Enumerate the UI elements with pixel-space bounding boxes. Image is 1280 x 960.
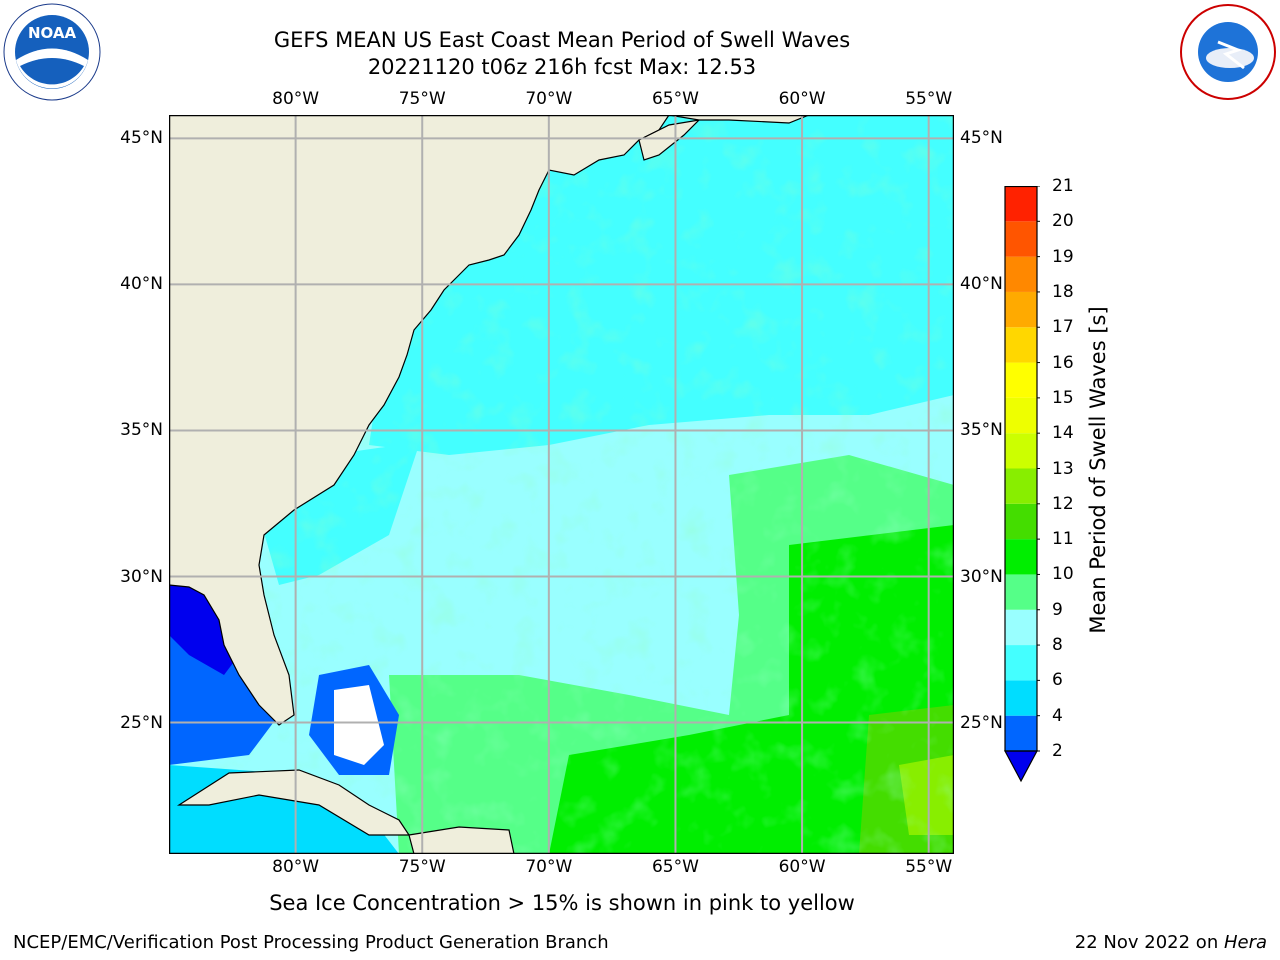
colorbar-level-label: 10 <box>1052 564 1074 585</box>
sea-ice-caption: Sea Ice Concentration > 15% is shown in … <box>269 891 855 915</box>
footer-date: 22 Nov 2022 on Hera <box>1075 932 1267 953</box>
chart-subtitle: 20221120 t06z 216h fcst Max: 12.53 <box>367 55 757 79</box>
footer-date-text: 22 Nov 2022 on <box>1074 932 1224 953</box>
noaa-logo: NOAA <box>3 3 101 101</box>
colorbar-segment <box>1005 539 1037 575</box>
colorbar-level-label: 18 <box>1052 281 1074 302</box>
colorbar-segment <box>1005 574 1037 610</box>
lon-tick-bottom: 60°W <box>778 857 826 877</box>
colorbar-segment <box>1005 362 1037 398</box>
lon-tick-top: 75°W <box>398 89 446 109</box>
lon-tick-bottom: 65°W <box>651 857 699 877</box>
lat-tick-left: 35°N <box>120 420 163 441</box>
colorbar <box>1004 186 1040 783</box>
lon-tick-bottom: 70°W <box>525 857 573 877</box>
colorbar-segment <box>1005 397 1037 434</box>
lat-tick-left: 30°N <box>120 566 163 587</box>
map-frame <box>169 115 954 854</box>
lon-tick-bottom: 80°W <box>272 857 320 877</box>
lon-tick-top: 60°W <box>778 89 826 109</box>
colorbar-level-label: 4 <box>1052 705 1063 726</box>
lat-tick-left: 45°N <box>120 128 163 149</box>
lon-tick-bottom: 75°W <box>398 857 446 877</box>
gulf-under-2s <box>169 583 239 675</box>
svg-text:NOAA: NOAA <box>28 24 77 42</box>
colorbar-level-label: 12 <box>1052 493 1074 514</box>
colorbar-level-label: 15 <box>1052 387 1074 408</box>
lon-tick-top: 80°W <box>272 89 320 109</box>
land-nova-scotia <box>638 119 701 161</box>
graticule <box>169 115 954 854</box>
colorbar-level-label: 13 <box>1052 458 1074 479</box>
colorbar-level-label: 8 <box>1052 635 1063 656</box>
colorbar-level-label: 16 <box>1052 352 1074 373</box>
footer-credit: NCEP/EMC/Verification Post Processing Pr… <box>13 932 609 953</box>
colorbar-level-label: 2 <box>1052 741 1063 761</box>
colorbar-segment <box>1005 609 1037 646</box>
colorbar-segment <box>1005 680 1037 716</box>
colorbar-segment <box>1005 645 1037 681</box>
colorbar-under-arrow <box>1004 750 1038 783</box>
lat-tick-left: 25°N <box>120 712 163 733</box>
footer-host: Hera <box>1223 932 1267 953</box>
lon-tick-top: 65°W <box>651 89 699 109</box>
colorbar-segment <box>1005 291 1037 328</box>
lat-tick-left: 40°N <box>120 274 163 295</box>
land-north-america <box>169 115 670 726</box>
colorbar-level-label: 14 <box>1052 423 1074 444</box>
colorbar-level-label: 9 <box>1052 599 1063 620</box>
lon-tick-top: 55°W <box>905 89 953 109</box>
land-maritimes <box>668 115 810 124</box>
colorbar-level-label: 17 <box>1052 317 1074 338</box>
colorbar-segment <box>1005 433 1037 469</box>
colorbar-segment <box>1005 221 1037 257</box>
colorbar-segment <box>1005 503 1037 540</box>
lat-tick-right: 35°N <box>960 420 1003 441</box>
colorbar-segment <box>1005 256 1037 292</box>
colorbar-segment <box>1005 715 1037 751</box>
land-cuba <box>176 769 411 836</box>
colorbar-title: Mean Period of Swell Waves [s] <box>1086 306 1110 634</box>
lon-tick-top: 70°W <box>525 89 573 109</box>
colorbar-level-label: 21 <box>1052 176 1074 196</box>
colorbar-level-label: 6 <box>1052 670 1063 691</box>
colorbar-segment <box>1005 327 1037 363</box>
lon-tick-bottom: 55°W <box>905 857 953 877</box>
lat-tick-right: 40°N <box>960 274 1003 295</box>
nws-logo <box>1180 4 1276 100</box>
chart-title: GEFS MEAN US East Coast Mean Period of S… <box>273 28 851 52</box>
lat-tick-right: 25°N <box>960 712 1003 733</box>
colorbar-level-label: 19 <box>1052 246 1074 267</box>
colorbar-level-label: 20 <box>1052 211 1074 232</box>
colorbar-segment <box>1005 468 1037 504</box>
land-hispaniola <box>408 826 515 854</box>
bahamas-banks <box>334 685 384 765</box>
lat-tick-right: 45°N <box>960 128 1003 149</box>
swell-period-map <box>169 115 954 854</box>
colorbar-level-label: 11 <box>1052 529 1074 550</box>
colorbar-segment <box>1005 186 1037 222</box>
lat-tick-right: 30°N <box>960 566 1003 587</box>
